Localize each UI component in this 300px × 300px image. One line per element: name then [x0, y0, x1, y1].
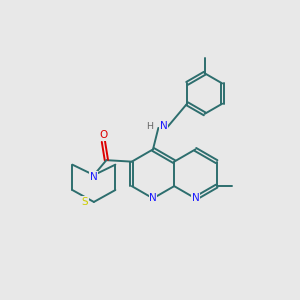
- Text: S: S: [82, 197, 88, 207]
- Text: H: H: [146, 122, 154, 131]
- Text: N: N: [149, 194, 157, 203]
- Text: N: N: [160, 122, 168, 131]
- Text: O: O: [99, 130, 107, 140]
- Text: N: N: [191, 194, 199, 203]
- Text: N: N: [90, 172, 98, 182]
